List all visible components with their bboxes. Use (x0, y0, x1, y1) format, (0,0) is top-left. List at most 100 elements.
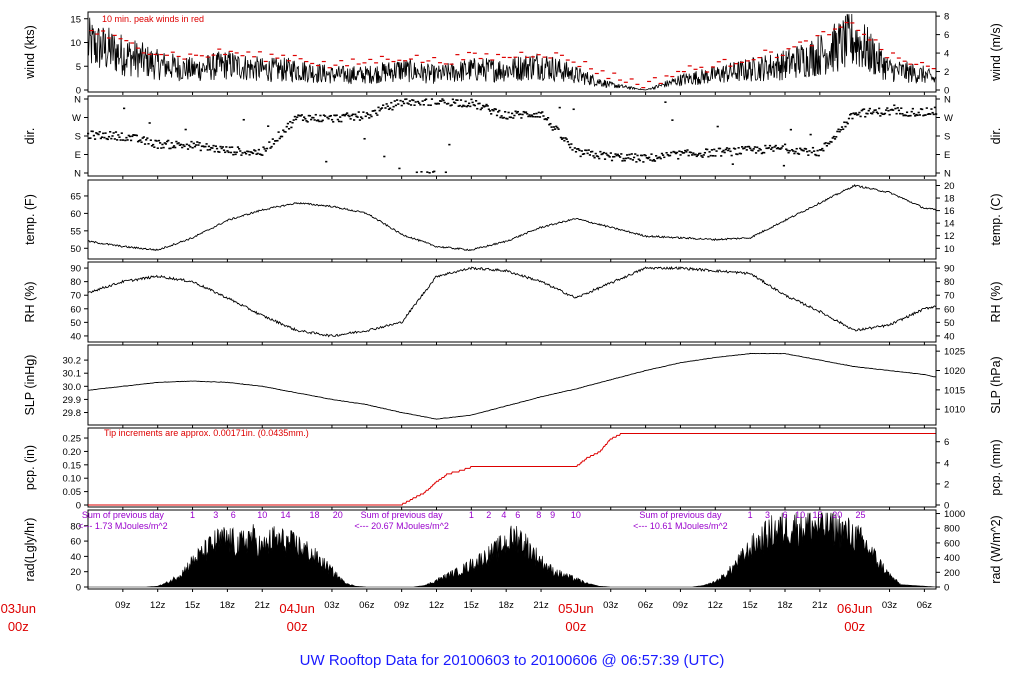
direction-point-137 (246, 150, 249, 153)
time-tick-label-7: 09z (394, 600, 410, 611)
direction-point-34 (126, 139, 129, 141)
right-tick-label-6-0: 0 (944, 583, 949, 594)
right-tick-label-3-0: 40 (944, 331, 955, 342)
direction-point-275 (406, 102, 409, 104)
direction-point-74 (172, 145, 176, 147)
direction-point-358 (502, 116, 506, 119)
direction-point-460 (621, 160, 624, 162)
direction-point-308 (444, 171, 447, 174)
direction-point-638 (828, 142, 831, 145)
direction-point-121 (227, 151, 230, 154)
direction-point-403 (555, 125, 558, 128)
direction-point-618 (804, 148, 808, 150)
direction-point-615 (801, 149, 804, 152)
radiation-hour-marker-19: 20 (832, 510, 842, 520)
direction-point-572 (751, 149, 754, 152)
direction-point-407 (559, 136, 562, 139)
direction-point-708 (909, 114, 912, 117)
direction-point-390 (540, 112, 543, 114)
direction-point-97 (199, 149, 202, 152)
direction-point-490 (656, 157, 659, 160)
direction-point-283 (415, 171, 418, 174)
direction-point-536 (709, 154, 712, 157)
direction-point-100 (203, 145, 206, 148)
direction-point-564 (742, 147, 745, 150)
direction-point-73 (171, 146, 174, 149)
direction-point-688 (886, 107, 889, 109)
direction-point-293 (427, 104, 430, 106)
direction-point-563 (741, 146, 744, 148)
direction-point-620 (807, 154, 810, 156)
left-tick-label-6-2: 40 (70, 552, 81, 563)
direction-point-207 (327, 117, 330, 120)
direction-point-529 (701, 156, 704, 158)
direction-point-369 (515, 112, 518, 114)
direction-point-639 (829, 140, 832, 143)
left-tick-label-2-2: 60 (70, 209, 81, 220)
direction-point-150 (261, 154, 264, 156)
direction-point-85 (185, 143, 188, 146)
direction-point-329 (469, 105, 472, 108)
direction-point-235 (359, 116, 363, 118)
ylabel-4: SLP (inHg) (23, 355, 37, 416)
radiation-sum-value-2: <--- 10.61 MJoules/m^2 (633, 521, 728, 531)
direction-point-201 (320, 120, 323, 123)
direction-point-648 (839, 128, 842, 131)
direction-point-49 (143, 143, 147, 145)
direction-point-86 (186, 148, 190, 150)
direction-point-619 (806, 150, 809, 153)
right-tick-label-2-0: 10 (944, 244, 955, 255)
direction-point-6 (93, 138, 97, 140)
direction-point-683 (880, 112, 883, 115)
direction-point-304 (440, 100, 443, 102)
direction-point-172 (286, 122, 290, 125)
direction-point-337 (478, 102, 481, 105)
direction-point-422 (577, 148, 580, 150)
direction-point-368 (514, 110, 517, 113)
direction-point-631 (819, 149, 823, 151)
direction-point-42 (135, 134, 138, 137)
radiation-hour-marker-14: 1 (748, 510, 753, 520)
direction-point-289 (422, 103, 425, 106)
direction-point-344 (486, 105, 489, 107)
left-tick-label-4-4: 30.2 (63, 356, 82, 367)
direction-point-128 (235, 151, 238, 154)
direction-point-226 (349, 118, 352, 120)
direction-point-600 (783, 143, 787, 146)
direction-point-472 (635, 161, 638, 163)
direction-point-48 (142, 136, 145, 138)
direction-point-623 (810, 151, 813, 154)
direction-point-577 (757, 150, 760, 152)
direction-point-157 (269, 147, 272, 149)
left-tick-label-4-2: 30.0 (63, 382, 82, 393)
direction-point-464 (626, 154, 629, 156)
direction-point-274 (405, 98, 408, 100)
direction-point-327 (466, 104, 470, 107)
direction-point-307 (443, 101, 446, 104)
direction-point-663 (857, 113, 860, 116)
direction-point-468 (630, 153, 633, 155)
right-tick-label-3-4: 80 (944, 277, 955, 288)
direction-point-576 (756, 146, 759, 149)
direction-point-267 (397, 103, 400, 105)
direction-point-330 (470, 98, 473, 101)
left-tick-label-0-0: 0 (76, 86, 81, 97)
direction-point-479 (643, 154, 646, 156)
direction-point-444 (602, 151, 605, 154)
direction-point-396 (547, 117, 550, 119)
direction-point-698 (897, 109, 901, 112)
direction-point-715 (917, 111, 920, 114)
radiation-sum-title-2: Sum of previous day (639, 510, 722, 520)
direction-point-331 (471, 101, 474, 104)
direction-point-370 (516, 110, 520, 113)
ylabel-3: RH (%) (23, 282, 37, 323)
direction-point-526 (698, 152, 701, 155)
direction-point-177 (292, 119, 295, 121)
direction-point-558 (735, 153, 738, 155)
direction-point-531 (703, 151, 707, 154)
direction-point-588 (770, 148, 773, 151)
direction-point-439 (596, 155, 600, 158)
direction-point-68 (165, 140, 169, 143)
direction-point-453 (613, 155, 616, 158)
